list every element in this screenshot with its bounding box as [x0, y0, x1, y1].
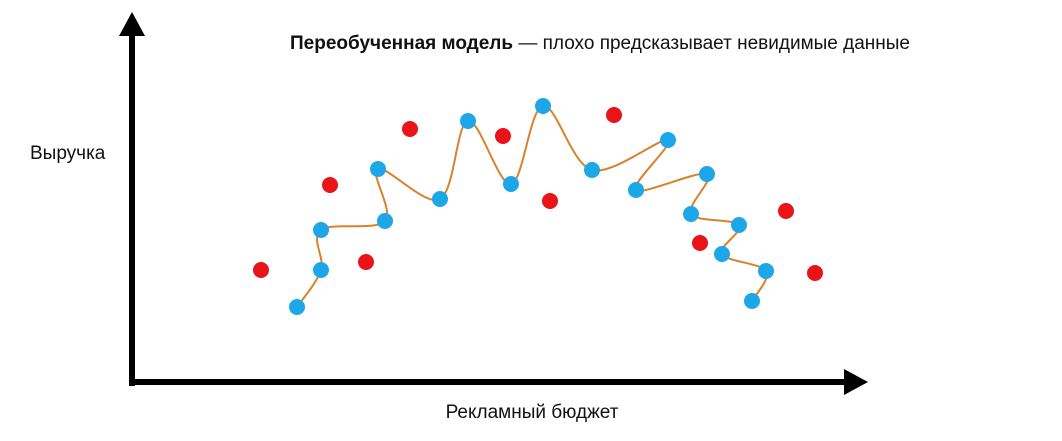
unseen-points	[253, 107, 823, 281]
unseen-point	[692, 235, 708, 251]
training-point	[628, 182, 644, 198]
training-point	[683, 206, 699, 222]
title: Переобученная модель — плохо предсказыва…	[290, 33, 910, 54]
y-arrow	[119, 12, 145, 36]
unseen-point	[253, 262, 269, 278]
unseen-point	[402, 121, 418, 137]
unseen-point	[778, 203, 794, 219]
training-point	[535, 98, 551, 114]
title-rest: — плохо предсказывает невидимые данные	[513, 33, 910, 54]
training-point	[370, 161, 386, 177]
x-axis-label: Рекламный бюджет	[446, 402, 619, 423]
training-point	[660, 132, 676, 148]
unseen-point	[358, 254, 374, 270]
training-point	[289, 299, 305, 315]
training-point	[714, 246, 730, 262]
overfit-curve	[296, 105, 768, 308]
training-point	[460, 113, 476, 129]
unseen-point	[807, 265, 823, 281]
training-point	[377, 213, 393, 229]
unseen-point	[606, 107, 622, 123]
axes	[119, 12, 868, 395]
training-point	[503, 176, 519, 192]
unseen-point	[542, 193, 558, 209]
training-point	[731, 217, 747, 233]
training-point	[758, 263, 774, 279]
training-points	[289, 98, 774, 315]
y-axis-label: Выручка	[30, 143, 106, 164]
training-point	[313, 262, 329, 278]
training-point	[744, 293, 760, 309]
x-arrow	[844, 369, 868, 395]
title-bold: Переобученная модель	[290, 33, 513, 54]
unseen-point	[322, 177, 338, 193]
training-point	[699, 166, 715, 182]
training-point	[432, 191, 448, 207]
training-point	[584, 162, 600, 178]
unseen-point	[495, 128, 511, 144]
training-point	[313, 222, 329, 238]
